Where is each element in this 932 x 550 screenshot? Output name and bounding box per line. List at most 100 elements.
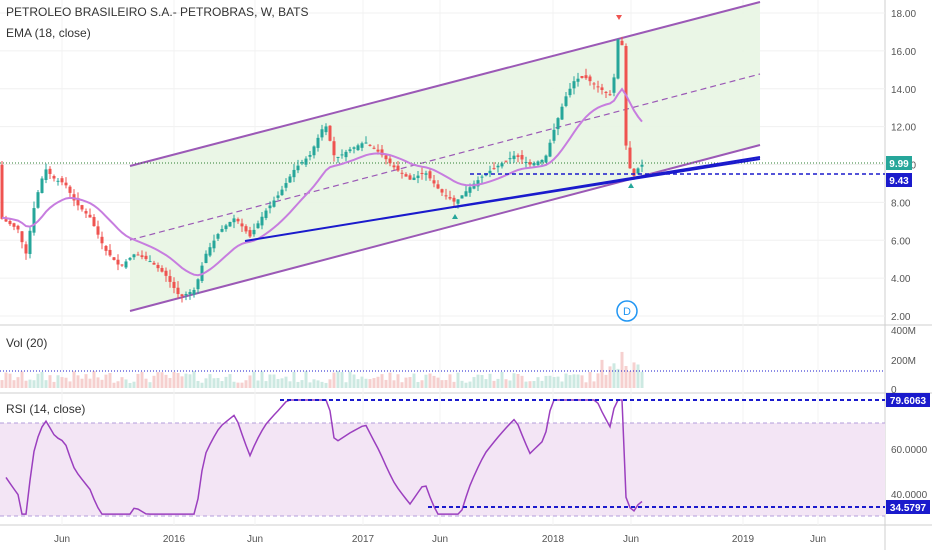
- rsi-tick-label: 60.0000: [891, 445, 928, 456]
- candle-body: [320, 129, 324, 138]
- volume-bar: [404, 377, 408, 388]
- candle-body: [100, 236, 104, 244]
- candle-body: [556, 118, 560, 130]
- candle-body: [36, 192, 40, 208]
- volume-bar: [412, 373, 416, 388]
- volume-bar: [128, 382, 132, 388]
- volume-bar: [452, 381, 456, 388]
- candle-body: [584, 75, 588, 79]
- volume-bar: [64, 377, 68, 388]
- volume-bar: [336, 371, 340, 388]
- candle-body: [464, 191, 468, 197]
- rsi-legend[interactable]: RSI (14, close): [6, 402, 86, 416]
- price-tick-label: 16.00: [891, 47, 916, 58]
- candle-body: [544, 155, 548, 163]
- candle-body: [404, 174, 408, 177]
- candle-body: [504, 160, 508, 162]
- candle-body: [420, 172, 424, 174]
- volume-bar: [524, 381, 528, 388]
- candle-body: [300, 162, 304, 164]
- candle-body: [600, 87, 604, 91]
- volume-bar: [360, 376, 364, 388]
- volume-bar: [384, 379, 388, 388]
- candle-body: [628, 147, 632, 169]
- volume-bar: [616, 368, 620, 388]
- price-tick-label: 8.00: [891, 198, 911, 209]
- volume-bar: [108, 373, 112, 388]
- candle-body: [84, 211, 88, 214]
- volume-bar: [576, 374, 580, 388]
- volume-bar: [588, 371, 592, 388]
- candle-body: [284, 183, 288, 188]
- volume-bar: [636, 364, 640, 388]
- volume-legend[interactable]: Vol (20): [6, 336, 48, 350]
- candle-body: [316, 137, 320, 148]
- candle-body: [192, 289, 196, 295]
- volume-bar: [152, 375, 156, 388]
- volume-bar: [396, 374, 400, 388]
- volume-bar: [20, 371, 24, 388]
- volume-bar: [232, 381, 236, 388]
- support-price-label: 9.43: [889, 176, 909, 187]
- volume-bar: [600, 359, 604, 388]
- volume-bar: [356, 379, 360, 388]
- volume-bar: [400, 382, 404, 388]
- time-tick-label: Jun: [623, 534, 639, 545]
- volume-bar: [176, 373, 180, 388]
- time-tick-label: Jun: [432, 534, 448, 545]
- price-tick-label: 6.00: [891, 236, 911, 247]
- volume-bar: [84, 374, 88, 388]
- candle-body: [232, 218, 236, 223]
- candle-body: [348, 149, 352, 152]
- volume-bar: [44, 380, 48, 388]
- volume-bar: [492, 380, 496, 388]
- volume-bar: [332, 372, 336, 388]
- candle-body: [28, 230, 32, 254]
- ema-legend[interactable]: EMA (18, close): [6, 26, 91, 40]
- volume-bar: [632, 362, 636, 388]
- volume-bar: [60, 377, 64, 388]
- candle-body: [548, 142, 552, 157]
- current-price-label: 9.99: [889, 159, 909, 170]
- candle-body: [380, 149, 384, 156]
- volume-bar: [52, 381, 56, 388]
- arrow-up-icon: [452, 214, 458, 219]
- candle-body: [64, 182, 68, 186]
- candle-body: [388, 158, 392, 164]
- candle-body: [580, 75, 584, 78]
- volume-bar: [76, 375, 80, 388]
- volume-bar: [160, 372, 164, 388]
- candle-body: [636, 168, 640, 174]
- candle-body: [76, 198, 80, 206]
- candle-body: [20, 231, 24, 243]
- volume-bar: [640, 371, 644, 388]
- volume-bar: [464, 382, 468, 388]
- candle-body: [564, 96, 568, 106]
- dividend-marker-icon[interactable]: [616, 300, 638, 322]
- candle-body: [428, 171, 432, 179]
- candle-body: [288, 176, 292, 183]
- volume-bar: [264, 381, 268, 388]
- volume-bar: [116, 381, 120, 388]
- candle-body: [144, 255, 148, 260]
- volume-bar: [416, 381, 420, 388]
- candle-body: [460, 195, 464, 199]
- current-price-tag: [886, 156, 912, 170]
- candlestick-series: [0, 36, 644, 303]
- rsi-high-label: 79.6063: [890, 396, 927, 407]
- time-axis[interactable]: Jun 2016 Jun 2017 Jun 2018 Jun 2019 Jun: [54, 534, 826, 545]
- volume-bar: [188, 374, 192, 388]
- candle-body: [56, 180, 60, 182]
- time-tick-label: 2019: [732, 534, 755, 545]
- candle-body: [216, 234, 220, 239]
- volume-bar: [156, 372, 160, 388]
- volume-bar: [292, 371, 296, 388]
- support-price-tag: [886, 173, 912, 187]
- volume-bar: [552, 376, 556, 388]
- candle-body: [24, 244, 28, 254]
- trend-line-lower[interactable]: [454, 158, 761, 208]
- volume-bar: [228, 374, 232, 388]
- candle-body: [344, 151, 348, 158]
- volume-bar: [296, 381, 300, 388]
